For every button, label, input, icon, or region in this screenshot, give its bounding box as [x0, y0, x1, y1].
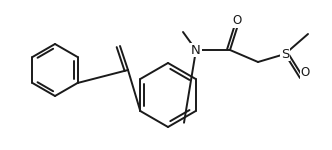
Text: O: O	[300, 66, 310, 80]
Text: O: O	[232, 15, 242, 27]
Text: N: N	[191, 44, 201, 57]
Text: S: S	[281, 48, 289, 60]
